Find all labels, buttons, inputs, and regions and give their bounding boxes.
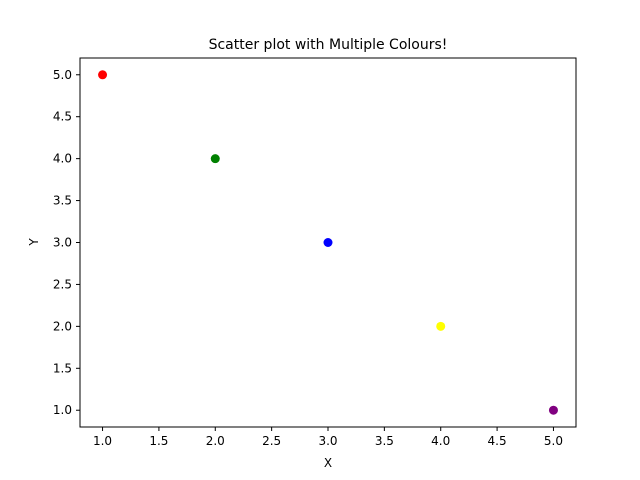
y-tick-label: 3.0 (53, 236, 72, 250)
y-axis: 1.0 1.5 2.0 2.5 3.0 3.5 4.0 4.5 5.0 (53, 68, 80, 417)
scatter-point (98, 70, 108, 80)
x-tick-label: 2.0 (206, 434, 225, 448)
x-tick-label: 4.0 (431, 434, 450, 448)
x-axis-label: X (324, 456, 332, 470)
x-tick-label: 5.0 (544, 434, 563, 448)
x-tick-label: 3.5 (375, 434, 394, 448)
y-tick-label: 2.0 (53, 319, 72, 333)
y-tick-label: 1.0 (53, 403, 72, 417)
y-tick-label: 4.5 (53, 110, 72, 124)
y-tick-label: 5.0 (53, 68, 72, 82)
data-points (98, 70, 558, 415)
y-tick-label: 2.5 (53, 277, 72, 291)
y-axis-label: Y (27, 238, 41, 247)
chart-title: Scatter plot with Multiple Colours! (209, 37, 448, 53)
x-tick-label: 1.5 (149, 434, 168, 448)
scatter-point (323, 238, 333, 247)
x-axis: 1.0 1.5 2.0 2.5 3.0 3.5 4.0 4.5 5.0 (93, 427, 563, 448)
x-tick-label: 3.0 (318, 434, 337, 448)
x-tick-label: 2.5 (262, 434, 281, 448)
x-tick-label: 4.5 (488, 434, 507, 448)
scatter-point (548, 405, 558, 415)
y-tick-label: 1.5 (53, 361, 72, 375)
scatter-point (210, 154, 220, 164)
y-tick-label: 4.0 (53, 152, 72, 166)
x-tick-label: 1.0 (93, 434, 112, 448)
y-tick-label: 3.5 (53, 194, 72, 208)
scatter-point (436, 321, 446, 331)
